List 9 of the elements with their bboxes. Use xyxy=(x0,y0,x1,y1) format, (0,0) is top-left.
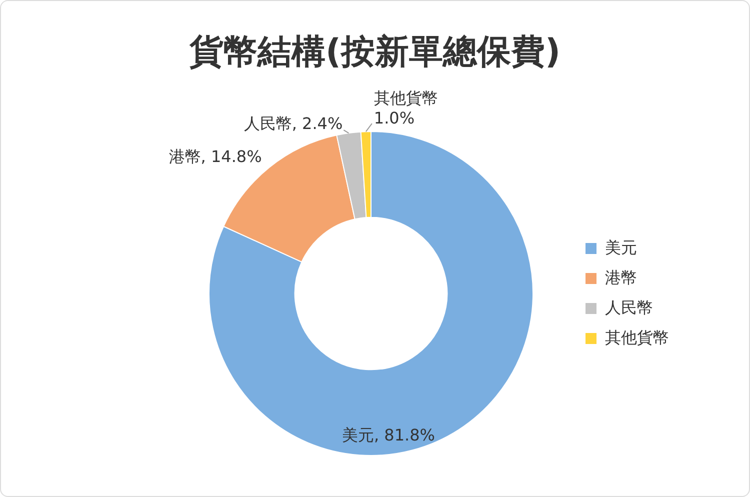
data-label: 人民幣, 2.4% xyxy=(244,114,343,134)
legend-label: 港幣 xyxy=(605,268,637,287)
legend-label: 人民幣 xyxy=(605,300,653,317)
chart-title: 貨幣結構(按新單總保費) xyxy=(188,31,562,74)
data-label: 港幣, 14.8% xyxy=(168,147,262,166)
data-label: 美元, 81.8% xyxy=(342,426,435,445)
data-label: 其他貨幣 1.0% xyxy=(374,88,438,128)
legend-label: 美元 xyxy=(605,238,637,257)
legend-label: 其他貨幣 xyxy=(605,328,669,347)
